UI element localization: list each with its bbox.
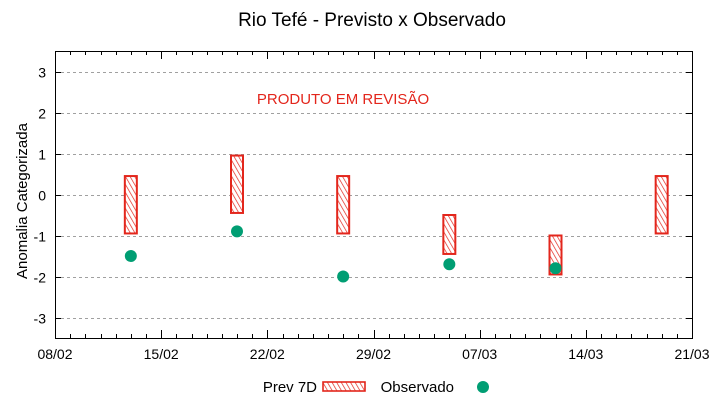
y-axis-label: Anomalia Categorizada	[14, 122, 31, 279]
x-tick-label: 21/03	[674, 346, 709, 362]
legend-label-observado: Observado	[381, 379, 454, 396]
hatched-box-icon	[322, 381, 366, 392]
green-dot-icon	[477, 381, 489, 393]
forecast-range-bar	[442, 214, 457, 255]
y-tick-label: 0	[38, 188, 46, 204]
forecast-range-bar	[230, 154, 244, 214]
x-tick-label: 08/02	[37, 346, 72, 362]
observed-point	[337, 270, 350, 283]
observed-point	[231, 225, 243, 238]
x-axis-ticks: 08/02 15/02 22/02 29/02 07/03 14/03 21/03	[37, 51, 710, 362]
x-tick-label: 14/03	[568, 346, 603, 362]
y-tick-label: 1	[38, 147, 46, 163]
forecast-range-bar	[654, 175, 669, 235]
y-tick-label: -2	[34, 270, 47, 286]
y-axis-ticks: 3 2 1 0 -1 -2 -3	[34, 65, 692, 327]
x-tick-label: 07/03	[462, 346, 497, 362]
observed-point	[443, 258, 456, 271]
legend: Prev 7D Observado	[263, 379, 489, 396]
gridlines	[55, 72, 692, 319]
observed-point	[549, 262, 562, 275]
chart-title: Rio Tefé - Previsto x Observado	[238, 10, 506, 31]
y-tick-label: 2	[38, 106, 46, 122]
x-tick-label: 15/02	[144, 346, 179, 362]
forecast-range-bar	[123, 175, 138, 235]
series-prev-7d	[123, 154, 669, 276]
y-tick-label: -3	[34, 311, 47, 327]
legend-label-prev-7d: Prev 7D	[263, 379, 317, 396]
y-tick-label: -1	[34, 229, 47, 245]
observed-point	[124, 250, 137, 262]
series-observado	[124, 225, 562, 283]
forecast-range-bar	[336, 175, 351, 235]
x-tick-label: 22/02	[250, 346, 285, 362]
y-tick-label: 3	[38, 65, 46, 81]
x-tick-label: 29/02	[356, 346, 391, 362]
annotation-product-review: PRODUTO EM REVISÃO	[257, 91, 429, 108]
